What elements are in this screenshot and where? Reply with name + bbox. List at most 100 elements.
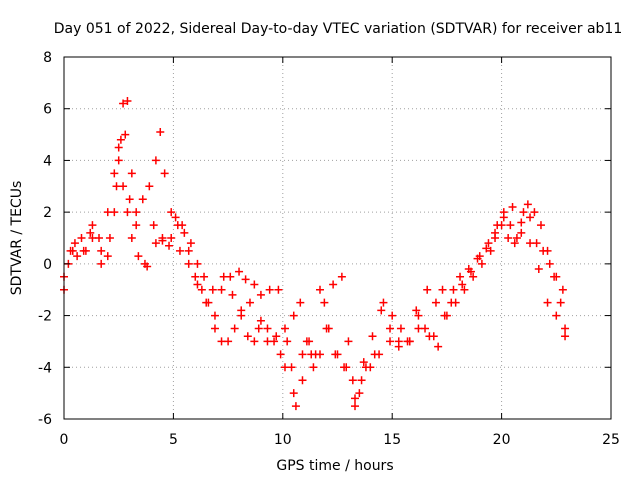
data-point — [105, 234, 114, 242]
data-point — [368, 332, 377, 341]
data-point — [482, 244, 491, 253]
y-axis-label: SDTVAR / TECUs — [9, 181, 25, 296]
data-point — [497, 221, 506, 230]
data-point — [256, 316, 265, 325]
series-layer — [60, 96, 570, 411]
data-point — [530, 208, 539, 217]
data-point — [217, 285, 226, 294]
data-point — [250, 280, 259, 289]
data-point — [543, 246, 552, 255]
data-point — [79, 246, 88, 255]
data-point — [110, 169, 119, 178]
data-point — [473, 254, 482, 263]
data-point — [167, 208, 176, 217]
data-point — [97, 246, 106, 255]
x-tick-label: 0 — [60, 432, 69, 448]
data-point — [193, 280, 202, 289]
data-point — [449, 285, 458, 294]
data-point — [499, 213, 508, 222]
y-tick-label: 0 — [43, 257, 52, 273]
data-point — [180, 228, 189, 237]
data-point — [202, 298, 211, 307]
data-point — [361, 363, 370, 372]
data-point — [263, 337, 272, 346]
data-point — [536, 221, 545, 230]
data-point — [276, 350, 285, 359]
data-point — [333, 350, 342, 359]
data-point — [519, 208, 528, 217]
y-tick-label: 4 — [43, 153, 52, 169]
x-tick-label: 15 — [383, 432, 401, 448]
data-point — [116, 135, 125, 144]
y-tick-label: 6 — [43, 102, 52, 118]
data-point — [534, 265, 543, 274]
data-point — [171, 213, 180, 222]
data-point — [484, 239, 493, 248]
data-point — [396, 324, 405, 333]
data-point — [302, 337, 311, 346]
y-tick-label: -2 — [38, 309, 52, 325]
data-point — [517, 228, 526, 237]
data-point — [357, 376, 366, 385]
data-point — [95, 234, 104, 242]
data-point — [151, 239, 160, 248]
data-point — [138, 195, 147, 204]
data-point — [241, 275, 250, 284]
data-point — [149, 221, 158, 230]
data-point — [348, 376, 357, 385]
data-point — [552, 311, 561, 320]
data-point — [342, 363, 351, 372]
data-point — [193, 259, 202, 268]
data-point — [379, 298, 388, 307]
series-trace-c — [64, 130, 570, 403]
data-point — [245, 298, 254, 307]
data-point — [370, 350, 379, 359]
data-point — [337, 272, 346, 281]
data-point — [224, 337, 233, 346]
data-point — [434, 342, 443, 351]
data-point — [469, 272, 478, 281]
data-point — [324, 324, 333, 333]
data-point — [121, 130, 130, 139]
chart-title: Day 051 of 2022, Sidereal Day-to-day VTE… — [54, 21, 623, 37]
series-trace-b — [60, 156, 570, 398]
data-point — [280, 324, 289, 333]
data-point — [175, 246, 184, 255]
data-point — [561, 324, 570, 333]
data-point — [414, 311, 423, 320]
data-point — [123, 208, 132, 217]
data-point — [70, 239, 79, 248]
data-point — [97, 259, 106, 268]
data-point — [508, 202, 517, 211]
x-tick-label: 10 — [274, 432, 292, 448]
data-point — [272, 332, 281, 341]
data-point — [197, 285, 206, 294]
data-point — [86, 228, 95, 237]
data-point — [517, 218, 526, 227]
data-point — [178, 221, 187, 230]
grid-layer — [64, 57, 611, 419]
data-point — [186, 239, 195, 248]
data-point — [307, 350, 316, 359]
data-point — [486, 246, 495, 255]
data-point — [523, 200, 532, 209]
data-point — [456, 272, 465, 281]
data-point — [235, 267, 244, 276]
data-point — [344, 337, 353, 346]
data-point — [114, 156, 123, 165]
data-point — [228, 290, 237, 299]
data-point — [464, 265, 473, 274]
data-point — [283, 337, 292, 346]
data-point — [289, 311, 298, 320]
data-point — [191, 272, 200, 281]
data-point — [351, 394, 360, 403]
data-point — [254, 324, 263, 333]
data-point — [510, 239, 519, 248]
data-point — [545, 259, 554, 268]
plot-frame — [63, 56, 612, 420]
data-point — [134, 252, 143, 261]
data-point — [68, 246, 77, 255]
data-point — [219, 272, 228, 281]
data-point — [127, 234, 136, 242]
